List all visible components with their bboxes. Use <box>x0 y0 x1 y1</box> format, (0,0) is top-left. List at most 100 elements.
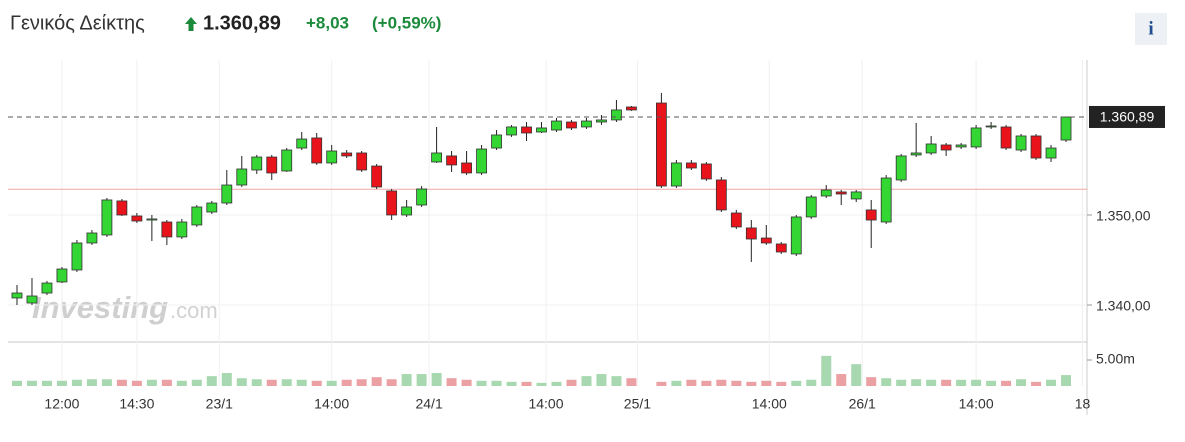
title: Γενικός Δείκτης <box>10 12 145 34</box>
volume-bar <box>611 376 622 386</box>
volume-bar <box>1061 375 1072 386</box>
volume-bar <box>806 379 817 386</box>
volume-bar <box>926 379 937 386</box>
candle-body <box>431 152 443 163</box>
candle-body <box>251 156 263 171</box>
volume-bar <box>881 378 892 386</box>
volume-bar <box>71 379 82 386</box>
candle-body <box>955 144 967 148</box>
candle-body <box>206 202 218 213</box>
volume-bar <box>356 379 367 386</box>
volume-bar <box>1046 379 1057 386</box>
candle-body <box>56 268 68 283</box>
volume-bar <box>281 379 292 386</box>
candle-body <box>446 155 457 166</box>
volume-bar <box>251 379 262 386</box>
volume-bar <box>716 379 727 386</box>
volume-bar <box>371 377 382 386</box>
volume-bar <box>161 379 172 386</box>
volume-bar <box>536 382 547 386</box>
candle-body <box>790 216 802 255</box>
candle-body <box>655 102 667 187</box>
candle-body <box>626 106 637 111</box>
candle-body <box>715 179 727 211</box>
x-tick-label: 18 <box>1075 396 1091 412</box>
volume-bar <box>11 380 22 386</box>
volume-bar <box>671 380 682 386</box>
x-tick-label: 14:00 <box>752 396 787 412</box>
candle-body <box>146 218 158 221</box>
volume-bar <box>1031 381 1042 386</box>
volume-bar <box>431 373 442 386</box>
info-icon[interactable]: i <box>1148 18 1153 39</box>
volume-bar <box>266 379 277 386</box>
volume-bar <box>446 378 457 386</box>
candle-body <box>1030 135 1042 159</box>
last-price-label: 1.360,89 <box>1100 109 1155 125</box>
volume-bar <box>686 379 697 386</box>
candle-body <box>611 109 622 121</box>
volume-bar <box>596 374 607 386</box>
volume-bar <box>581 376 592 386</box>
candle-body <box>341 152 353 157</box>
volume-bar <box>401 374 412 386</box>
candle-body <box>880 177 892 223</box>
volume-bar <box>176 380 187 386</box>
price: 1.360,89 <box>203 12 281 34</box>
volume-bar <box>116 379 127 386</box>
volume-bar <box>131 380 142 386</box>
volume-bar <box>416 374 427 386</box>
candle-body <box>865 209 877 221</box>
volume-bar <box>101 379 112 386</box>
candle-body <box>551 120 562 131</box>
x-tick-label: 23/1 <box>206 396 233 412</box>
volume-bar <box>911 379 922 386</box>
candle-body <box>985 125 997 128</box>
candle-body <box>700 163 712 180</box>
volume-bar <box>821 355 832 386</box>
watermark: Investing .com <box>8 60 1087 386</box>
watermark-brand: Investing <box>32 290 168 325</box>
volume-bar <box>896 379 907 386</box>
candle-body <box>326 150 338 164</box>
info-button[interactable] <box>1135 13 1167 45</box>
up-arrow <box>185 17 197 31</box>
candle-body <box>296 138 308 149</box>
change-pct: (+0,59%) <box>372 13 441 32</box>
volume-bar <box>551 381 562 386</box>
candle-body <box>41 282 53 294</box>
volume-bar <box>341 379 352 386</box>
candle-body <box>1060 116 1072 141</box>
volume-bar <box>296 379 307 386</box>
x-tick-label: 14:00 <box>528 396 563 412</box>
volume-bar <box>221 373 232 386</box>
candle-body <box>566 121 577 129</box>
volume-bar <box>461 379 472 386</box>
volume-bar <box>236 378 247 386</box>
candle-body <box>386 190 398 216</box>
candle-body <box>1045 147 1057 159</box>
volume-bar <box>851 364 862 386</box>
candle-body <box>476 148 487 174</box>
watermark-suffix: .com <box>170 298 218 323</box>
volume-bar <box>326 380 337 386</box>
candle-body <box>491 134 502 149</box>
volume-bar <box>491 380 502 386</box>
volume-bar <box>311 380 322 386</box>
candle-body <box>805 196 817 218</box>
candle-body <box>925 143 937 154</box>
v-tick-label: 5.00m <box>1096 351 1135 367</box>
candle-body <box>745 227 757 240</box>
candle-body <box>11 292 23 299</box>
candle-body <box>416 188 428 206</box>
volume-bar <box>146 379 157 386</box>
candle-body <box>895 155 907 181</box>
volume-bar <box>656 381 667 386</box>
volume-bar <box>731 380 742 386</box>
candle-body <box>161 221 173 238</box>
candle-body <box>1015 135 1027 151</box>
volume-bar <box>791 380 802 386</box>
volume-bar <box>26 380 37 386</box>
candle-body <box>850 191 862 200</box>
